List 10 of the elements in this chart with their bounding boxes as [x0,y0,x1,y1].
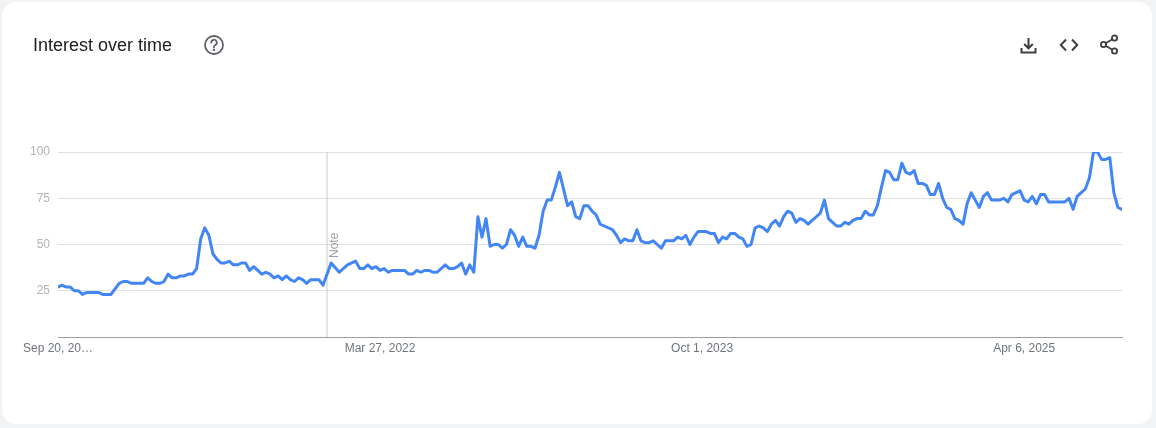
ref-line-label: Note [327,232,342,258]
y-tick-label: 25 [36,283,51,298]
y-tick-label: 75 [36,190,51,205]
x-tick-label: Sep 20, 20… [22,340,94,355]
y-tick-label: 100 [29,144,51,159]
x-tick-label: Apr 6, 2025 [993,340,1056,355]
x-tick-label: Mar 27, 2022 [344,340,416,355]
x-tick-label: Oct 1, 2023 [671,340,734,355]
chart-title: Interest over time [33,34,173,56]
y-tick-label: 50 [36,236,51,251]
